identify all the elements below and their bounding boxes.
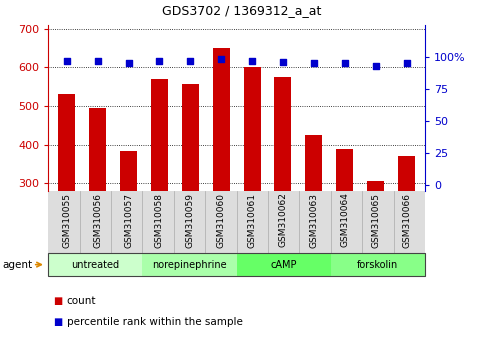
Bar: [89, 108, 106, 299]
Point: [217, 57, 225, 62]
Point: [94, 58, 101, 63]
Text: percentile rank within the sample: percentile rank within the sample: [67, 317, 242, 327]
Point: [248, 58, 256, 63]
Bar: [398, 156, 415, 299]
Text: ■: ■: [53, 296, 62, 306]
Bar: [120, 151, 137, 299]
Point: [156, 58, 163, 63]
Point: [186, 58, 194, 63]
Bar: [213, 48, 230, 299]
Text: untreated: untreated: [71, 259, 119, 270]
Text: cAMP: cAMP: [270, 259, 297, 270]
Point: [125, 60, 132, 66]
Text: GDS3702 / 1369312_a_at: GDS3702 / 1369312_a_at: [162, 4, 321, 17]
Text: agent: agent: [2, 259, 32, 270]
Bar: [367, 182, 384, 299]
Text: forskolin: forskolin: [357, 259, 398, 270]
Bar: [151, 79, 168, 299]
Point: [63, 58, 71, 63]
Point: [310, 60, 318, 66]
Bar: [305, 135, 322, 299]
Text: norepinephrine: norepinephrine: [152, 259, 227, 270]
Bar: [182, 84, 199, 299]
Bar: [58, 95, 75, 299]
Bar: [243, 67, 261, 299]
Point: [279, 59, 287, 65]
Text: count: count: [67, 296, 96, 306]
Bar: [274, 77, 291, 299]
Point: [372, 63, 380, 69]
Text: ■: ■: [53, 317, 62, 327]
Point: [341, 60, 349, 66]
Point: [403, 60, 411, 66]
Bar: [336, 149, 353, 299]
